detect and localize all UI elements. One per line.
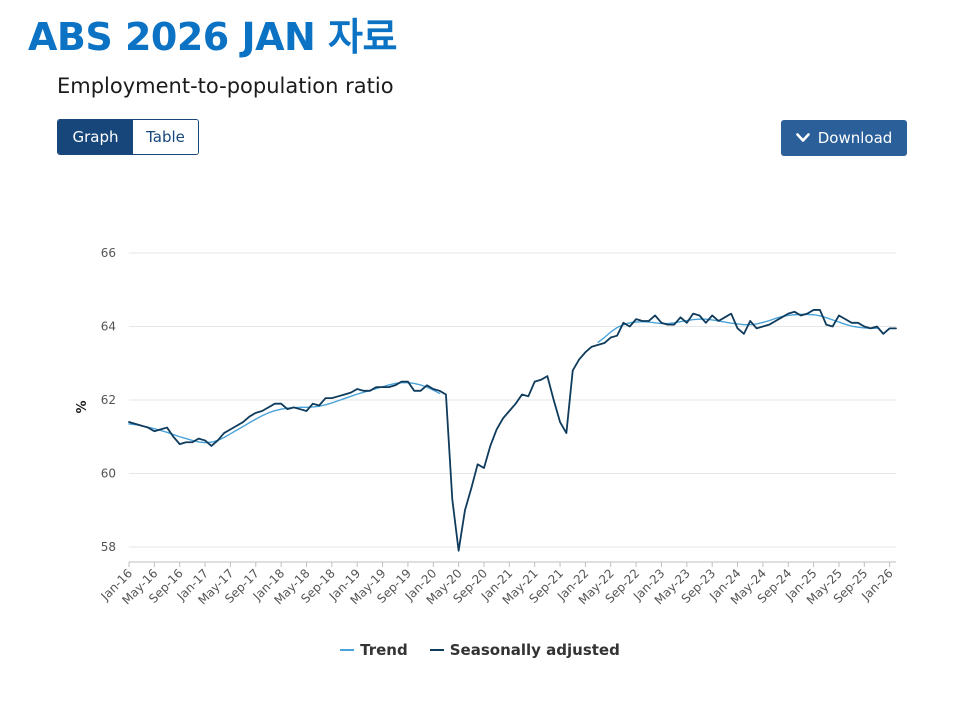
view-toggle: Graph Table [57, 119, 199, 155]
chart-legend: Trend Seasonally adjusted [0, 641, 960, 659]
legend-swatch-seasonally-adjusted [429, 649, 444, 651]
seasonally-adjusted-line [128, 309, 897, 552]
y-tick-label: 62 [101, 393, 116, 407]
download-button[interactable]: Download [781, 120, 907, 156]
legend-item-seasonally-adjusted[interactable]: Seasonally adjusted [429, 641, 620, 659]
y-axis-title: % [75, 400, 90, 413]
gridlines [129, 252, 896, 548]
legend-item-trend[interactable]: Trend [340, 641, 408, 659]
y-tick-label: 64 [101, 320, 116, 334]
x-tick-labels: Jan-16May-16Sep-16Jan-17May-17Sep-17Jan-… [98, 562, 896, 607]
graph-tab[interactable]: Graph [58, 120, 133, 154]
table-tab[interactable]: Table [133, 120, 198, 154]
chart-title: Employment-to-population ratio [57, 74, 394, 98]
y-tick-labels: 58 60 62 64 66 [101, 246, 116, 554]
y-tick-label: 66 [101, 246, 116, 260]
legend-swatch-trend [340, 649, 355, 651]
legend-label-seasonally-adjusted: Seasonally adjusted [449, 641, 620, 659]
series-lines [128, 309, 897, 552]
chevron-down-icon [795, 133, 810, 142]
download-label: Download [817, 129, 893, 147]
y-tick-label: 58 [101, 540, 116, 554]
y-tick-label: 60 [101, 467, 116, 481]
legend-label-trend: Trend [360, 641, 408, 659]
slide-title: ABS 2026 JAN 자료 [28, 15, 397, 59]
